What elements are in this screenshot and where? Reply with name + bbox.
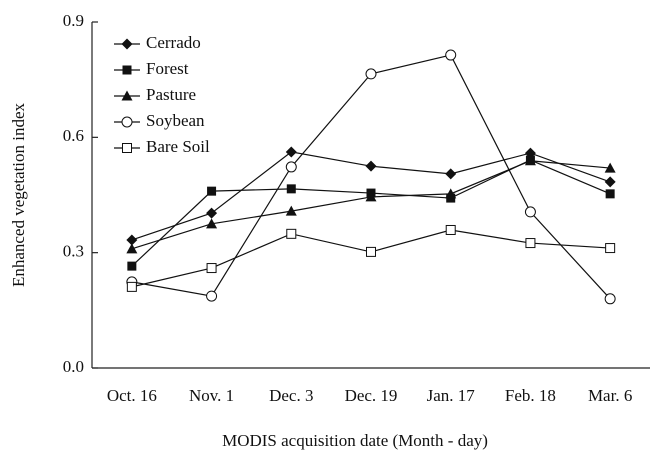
marker (366, 246, 376, 257)
legend-label: Bare Soil (146, 137, 210, 156)
marker (126, 234, 138, 246)
marker (285, 205, 297, 216)
marker (604, 293, 616, 305)
marker (285, 146, 297, 158)
marker (524, 206, 536, 218)
legend-marker (121, 38, 133, 50)
x-tick-label: Dec. 3 (269, 386, 313, 405)
marker (524, 155, 536, 166)
marker (605, 189, 615, 199)
marker (206, 290, 218, 302)
marker (445, 224, 456, 235)
marker (605, 243, 616, 254)
marker (365, 160, 377, 172)
marker (127, 261, 137, 271)
x-tick-label: Oct. 16 (107, 386, 157, 405)
legend-marker (121, 90, 133, 101)
marker (365, 191, 377, 202)
y-tick-label: 0.3 (63, 242, 84, 261)
marker (126, 281, 137, 292)
series-line (131, 229, 611, 288)
legend-label: Cerrado (146, 33, 201, 52)
marker (604, 162, 616, 173)
series-line (131, 54, 611, 300)
marker (285, 161, 297, 173)
y-tick-label: 0.0 (63, 357, 84, 376)
series-line (131, 160, 611, 250)
marker (445, 188, 457, 199)
legend-marker (121, 116, 133, 128)
marker (286, 184, 296, 194)
marker (286, 228, 297, 239)
x-tick-label: Jan. 17 (427, 386, 476, 405)
marker (206, 263, 217, 274)
marker (206, 207, 218, 219)
legend-label: Pasture (146, 85, 196, 104)
marker (525, 238, 536, 249)
x-tick-label: Nov. 1 (189, 386, 234, 405)
marker (206, 218, 218, 229)
legend-marker (122, 143, 132, 153)
legend-label: Soybean (146, 111, 205, 130)
legend-label: Forest (146, 59, 189, 78)
marker (126, 243, 138, 254)
x-tick-label: Dec. 19 (345, 386, 398, 405)
y-tick-label: 0.6 (63, 126, 84, 145)
x-tick-label: Feb. 18 (505, 386, 556, 405)
x-tick-label: Mar. 6 (588, 386, 632, 405)
marker (365, 68, 377, 80)
marker (604, 176, 616, 188)
marker (207, 186, 217, 196)
y-axis-label: Enhanced vegetation index (9, 102, 28, 287)
marker (445, 168, 457, 180)
y-tick-label: 0.9 (63, 11, 84, 30)
legend-marker (122, 65, 132, 75)
marker (445, 49, 457, 61)
x-axis-label: MODIS acquisition date (Month - day) (222, 431, 488, 450)
